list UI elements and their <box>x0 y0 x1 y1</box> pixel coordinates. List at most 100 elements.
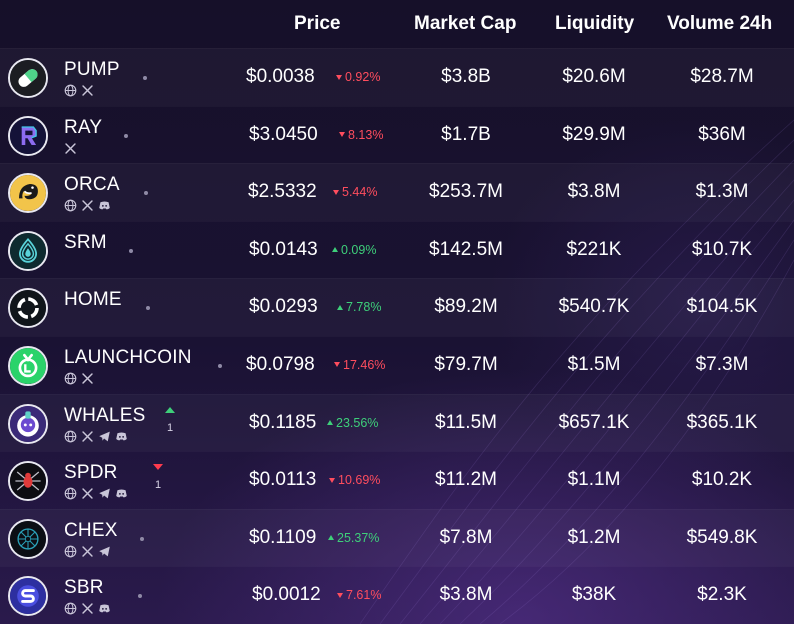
price-change-value: 17.46% <box>343 357 386 372</box>
price-change-value: 7.61% <box>346 588 382 603</box>
social-links <box>64 372 94 385</box>
price-change-value: 7.78% <box>346 300 382 315</box>
table-row[interactable]: SRM $0.0143 0.09% $142.5M $221K $10.7K <box>0 221 794 279</box>
column-header-liquidity[interactable]: Liquidity <box>555 13 635 34</box>
price-change: 23.56% <box>327 416 378 430</box>
liquidity-value: $29.9M <box>562 123 626 145</box>
volume-24h-value: $10.7K <box>691 238 753 260</box>
price-value: $0.0012 <box>252 584 321 606</box>
whale-icon <box>8 403 48 444</box>
token-name[interactable]: RAY <box>64 116 103 138</box>
token-name[interactable]: SPDR <box>64 462 118 484</box>
token-name[interactable]: SBR <box>64 577 104 599</box>
x-icon[interactable] <box>81 602 94 615</box>
x-icon[interactable] <box>81 84 94 97</box>
price-value: $0.1185 <box>249 411 317 433</box>
change-down-arrow-icon <box>337 592 343 598</box>
market-cap-value: $1.7B <box>441 123 491 145</box>
column-header-market-cap[interactable]: Market Cap <box>414 13 517 34</box>
table-row[interactable]: SBR $0.0012 7.61% $3.8M $38K $2.3K <box>0 566 794 624</box>
x-icon[interactable] <box>81 487 94 500</box>
volume-24h-value: $7.3M <box>695 353 749 375</box>
price-change: 7.61% <box>337 588 381 602</box>
token-name[interactable]: ORCA <box>64 174 120 196</box>
market-cap-value: $3.8B <box>441 66 491 87</box>
price-change-value: 5.44% <box>342 185 378 200</box>
orca-icon <box>8 173 48 214</box>
globe-icon[interactable] <box>64 430 77 443</box>
rank-change-value: 1 <box>167 421 174 434</box>
price-value: $0.0798 <box>246 353 315 375</box>
change-up-arrow-icon <box>328 535 334 541</box>
x-icon[interactable] <box>64 142 77 155</box>
token-name[interactable]: LAUNCHCOIN <box>64 346 192 368</box>
launchcoin-icon <box>8 345 48 386</box>
token-name[interactable]: HOME <box>64 289 122 311</box>
table-row[interactable]: CHEX $0.1109 25.37% $7.8M $1.2M $549.8K <box>0 509 794 567</box>
table-row[interactable]: LAUNCHCOIN $0.0798 17.46% $79.7M $1.5M $7.3M <box>0 336 794 394</box>
table-header: Price Market Cap Liquidity Volume 24h <box>0 0 794 48</box>
serum-drop-icon <box>8 230 48 271</box>
globe-icon[interactable] <box>64 487 77 500</box>
telegram-icon[interactable] <box>98 487 111 500</box>
status-dot <box>138 594 142 599</box>
change-down-arrow-icon <box>339 132 345 138</box>
globe-icon[interactable] <box>64 602 77 615</box>
table-row[interactable]: ORCA $2.5332 5.44% $253.7M $3.8M $1.3M <box>0 163 794 221</box>
volume-24h-value: $1.3M <box>695 181 749 203</box>
x-icon[interactable] <box>81 372 94 385</box>
price-change: 0.92% <box>336 70 380 84</box>
liquidity-value: $1.1M <box>567 469 621 491</box>
rank-change-value: 1 <box>155 479 162 492</box>
liquidity-value: $1.2M <box>567 526 621 548</box>
table-body: PUMP $0.0038 0.92% $3.8B $20.6M $28.7M RAY $3.0… <box>0 48 794 624</box>
x-icon[interactable] <box>81 199 94 212</box>
table-row[interactable]: RAY $3.0450 8.13% $1.7B $29.9M $36M <box>0 106 794 164</box>
social-links <box>64 487 128 500</box>
token-name[interactable]: PUMP <box>64 59 120 80</box>
discord-icon[interactable] <box>115 430 128 443</box>
status-dot <box>218 363 222 368</box>
table-row[interactable]: HOME $0.0293 7.78% $89.2M $540.7K $104.5K <box>0 278 794 336</box>
price-value: $0.0113 <box>249 469 317 491</box>
price-change: 17.46% <box>334 358 385 372</box>
discord-icon[interactable] <box>115 487 128 500</box>
token-name[interactable]: SRM <box>64 231 107 253</box>
price-value: $2.5332 <box>248 181 317 203</box>
x-icon[interactable] <box>81 430 94 443</box>
telegram-icon[interactable] <box>98 430 111 443</box>
x-icon[interactable] <box>81 545 94 558</box>
volume-24h-value: $28.7M <box>690 66 754 87</box>
volume-24h-value: $10.2K <box>691 469 753 491</box>
table-row[interactable]: PUMP $0.0038 0.92% $3.8B $20.6M $28.7M <box>0 48 794 106</box>
column-header-price[interactable]: Price <box>294 13 341 34</box>
table-row[interactable]: WHALES 1 $0.1185 23.56% $11.5M $657.1K $365.1K <box>0 394 794 452</box>
change-down-arrow-icon <box>329 477 335 483</box>
price-value: $0.1109 <box>249 526 317 548</box>
column-header-volume-24h[interactable]: Volume 24h <box>667 13 773 34</box>
social-links <box>64 545 111 558</box>
discord-icon[interactable] <box>98 199 111 212</box>
market-cap-value: $11.2M <box>435 469 497 491</box>
price-change: 25.37% <box>328 531 379 545</box>
status-dot <box>140 536 144 541</box>
volume-24h-value: $549.8K <box>686 526 758 548</box>
price-change-value: 8.13% <box>348 127 384 142</box>
price-change: 8.13% <box>339 128 383 142</box>
globe-icon[interactable] <box>64 84 77 97</box>
price-value: $3.0450 <box>249 123 318 145</box>
globe-icon[interactable] <box>64 372 77 385</box>
social-links <box>64 199 111 212</box>
table-row[interactable]: SPDR 1 $0.0113 10.69% $11.2M $1.1M $10.2K <box>0 451 794 509</box>
token-name[interactable]: CHEX <box>64 519 118 541</box>
discord-icon[interactable] <box>98 602 111 615</box>
price-change-value: 0.09% <box>341 242 377 257</box>
pill-icon <box>8 58 48 98</box>
status-dot <box>124 133 128 138</box>
volume-24h-value: $104.5K <box>686 296 758 318</box>
telegram-icon[interactable] <box>98 545 111 558</box>
globe-icon[interactable] <box>64 545 77 558</box>
globe-icon[interactable] <box>64 199 77 212</box>
token-name[interactable]: WHALES <box>64 404 146 426</box>
